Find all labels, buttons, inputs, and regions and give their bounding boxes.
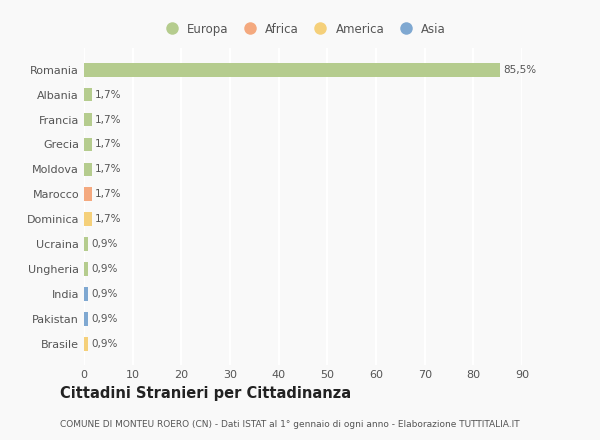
Bar	[84, 312, 88, 326]
Text: 1,7%: 1,7%	[95, 189, 122, 199]
Text: 1,7%: 1,7%	[95, 90, 122, 99]
Text: 1,7%: 1,7%	[95, 214, 122, 224]
Bar	[84, 162, 92, 176]
Text: Cittadini Stranieri per Cittadinanza: Cittadini Stranieri per Cittadinanza	[60, 386, 351, 401]
Bar	[84, 237, 88, 251]
Legend: Europa, Africa, America, Asia: Europa, Africa, America, Asia	[160, 22, 446, 36]
Bar	[84, 88, 92, 102]
Text: 1,7%: 1,7%	[95, 165, 122, 174]
Text: 0,9%: 0,9%	[91, 289, 118, 299]
Bar	[84, 287, 88, 301]
Bar	[84, 213, 92, 226]
Bar	[84, 113, 92, 126]
Text: 85,5%: 85,5%	[503, 65, 536, 75]
Bar	[84, 337, 88, 351]
Text: 1,7%: 1,7%	[95, 114, 122, 125]
Text: 0,9%: 0,9%	[91, 239, 118, 249]
Text: 0,9%: 0,9%	[91, 314, 118, 324]
Text: COMUNE DI MONTEU ROERO (CN) - Dati ISTAT al 1° gennaio di ogni anno - Elaborazio: COMUNE DI MONTEU ROERO (CN) - Dati ISTAT…	[60, 420, 520, 429]
Bar	[84, 138, 92, 151]
Bar	[84, 187, 92, 201]
Text: 0,9%: 0,9%	[91, 264, 118, 274]
Bar	[84, 262, 88, 276]
Bar	[84, 63, 500, 77]
Text: 0,9%: 0,9%	[91, 339, 118, 349]
Text: 1,7%: 1,7%	[95, 139, 122, 150]
